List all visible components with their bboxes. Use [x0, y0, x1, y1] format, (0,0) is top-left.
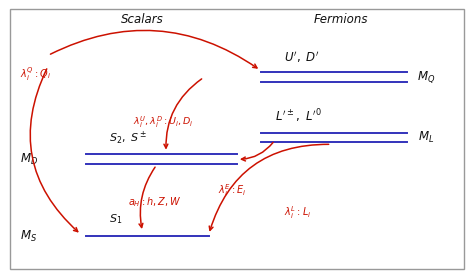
Text: $\lambda_i^E : E_i$: $\lambda_i^E : E_i$ [218, 182, 247, 199]
Text: $a_H : h, Z, W$: $a_H : h, Z, W$ [128, 195, 182, 209]
Text: $M_S$: $M_S$ [20, 229, 37, 244]
Text: $L'^\pm,\ L'^0$: $L'^\pm,\ L'^0$ [275, 108, 322, 125]
Text: Fermions: Fermions [314, 13, 368, 26]
Text: $M_Q$: $M_Q$ [417, 70, 435, 85]
Text: $M_L$: $M_L$ [418, 130, 434, 145]
Text: $\lambda_i^U, \lambda_i^D : U_i, D_i$: $\lambda_i^U, \lambda_i^D : U_i, D_i$ [133, 115, 193, 130]
Text: $\lambda_i^L : L_i$: $\lambda_i^L : L_i$ [284, 204, 312, 221]
Text: $S_1$: $S_1$ [109, 213, 123, 226]
Text: $M_D$: $M_D$ [20, 152, 38, 167]
Text: $\lambda_i^Q : Q_i$: $\lambda_i^Q : Q_i$ [19, 66, 51, 83]
Text: Scalars: Scalars [121, 13, 164, 26]
Text: $U',\ D'$: $U',\ D'$ [284, 50, 320, 65]
Text: $S_2,\ S^\pm$: $S_2,\ S^\pm$ [109, 130, 148, 147]
